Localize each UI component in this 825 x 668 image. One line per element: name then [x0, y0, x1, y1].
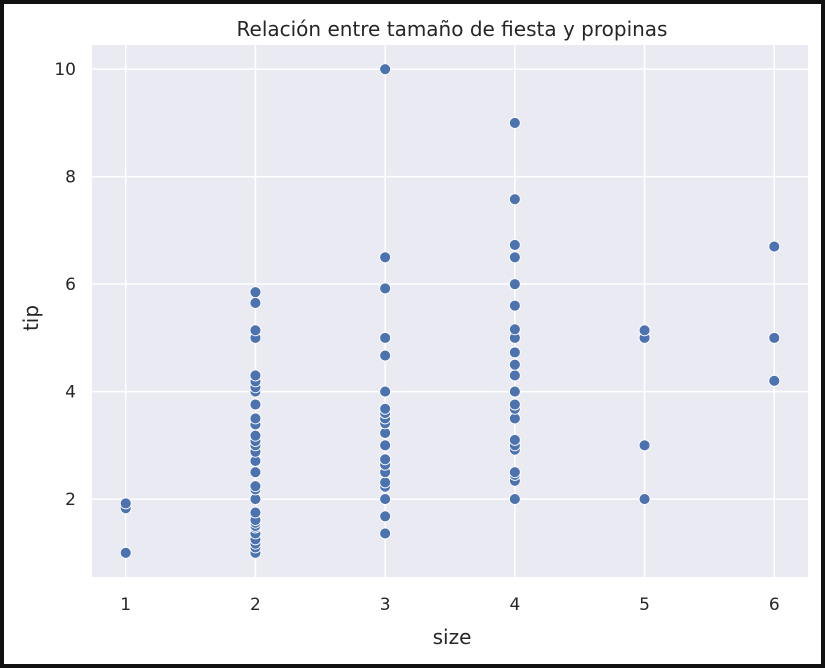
- scatter-point: [249, 466, 262, 479]
- scatter-point: [508, 299, 521, 312]
- scatter-point: [249, 398, 262, 411]
- scatter-point: [249, 506, 262, 519]
- scatter-point: [508, 434, 521, 446]
- scatter-point: [379, 439, 392, 452]
- chart-title: Relación entre tamaño de fiesta y propin…: [237, 17, 668, 41]
- scatter-point: [379, 385, 392, 398]
- scatter-point: [638, 439, 651, 452]
- scatter-point: [768, 240, 781, 253]
- scatter-point: [508, 398, 521, 411]
- grid-lines: [92, 45, 808, 577]
- scatter-point: [379, 510, 392, 523]
- x-axis-ticks: 1 2 3 4 5 6: [120, 595, 779, 615]
- scatter-point: [249, 412, 262, 425]
- scatter-point: [249, 480, 262, 493]
- scatter-point: [379, 402, 392, 415]
- plot-area: [92, 45, 808, 577]
- scatter-point: [249, 286, 262, 299]
- y-axis-ticks: 2 4 6 8 10: [54, 60, 76, 510]
- scatter-point: [379, 251, 392, 264]
- y-tick-label: 6: [65, 275, 76, 295]
- scatter-point: [508, 346, 521, 359]
- scatter-point: [508, 193, 521, 206]
- scatter-point: [508, 238, 521, 251]
- y-tick-label: 2: [65, 490, 76, 510]
- scatter-point: [638, 324, 651, 337]
- data-points: [119, 63, 781, 559]
- scatter-point: [379, 453, 392, 466]
- scatter-point: [379, 331, 392, 344]
- scatter-point: [638, 493, 651, 506]
- y-tick-label: 4: [65, 383, 76, 403]
- scatter-point: [119, 546, 132, 559]
- scatter-point: [508, 251, 521, 264]
- scatter-point: [249, 369, 262, 382]
- x-tick-label: 6: [769, 595, 780, 615]
- scatter-point: [508, 369, 521, 382]
- y-tick-label: 8: [65, 168, 76, 188]
- x-axis-label: size: [433, 625, 472, 649]
- scatter-point: [768, 331, 781, 344]
- x-tick-label: 2: [250, 595, 261, 615]
- scatter-point: [379, 349, 392, 362]
- x-tick-label: 3: [380, 595, 391, 615]
- scatter-point: [379, 63, 392, 76]
- scatter-point: [508, 493, 521, 506]
- scatter-point: [249, 296, 262, 309]
- scatter-point: [379, 493, 392, 506]
- scatter-point: [508, 116, 521, 129]
- scatter-point: [249, 429, 262, 442]
- scatter-point: [508, 466, 521, 479]
- scatter-point: [379, 282, 392, 295]
- scatter-point: [768, 374, 781, 387]
- y-tick-label: 10: [54, 60, 76, 80]
- scatter-point: [379, 527, 392, 540]
- x-tick-label: 1: [120, 595, 131, 615]
- x-tick-label: 4: [509, 595, 520, 615]
- scatter-point: [119, 497, 132, 510]
- scatter-point: [508, 278, 521, 291]
- scatter-point: [508, 323, 521, 336]
- x-tick-label: 5: [639, 595, 650, 615]
- scatter-point: [508, 358, 521, 371]
- scatter-point: [379, 476, 392, 489]
- y-axis-label: tip: [19, 305, 43, 331]
- scatter-point: [249, 324, 262, 337]
- scatter-point: [508, 385, 521, 398]
